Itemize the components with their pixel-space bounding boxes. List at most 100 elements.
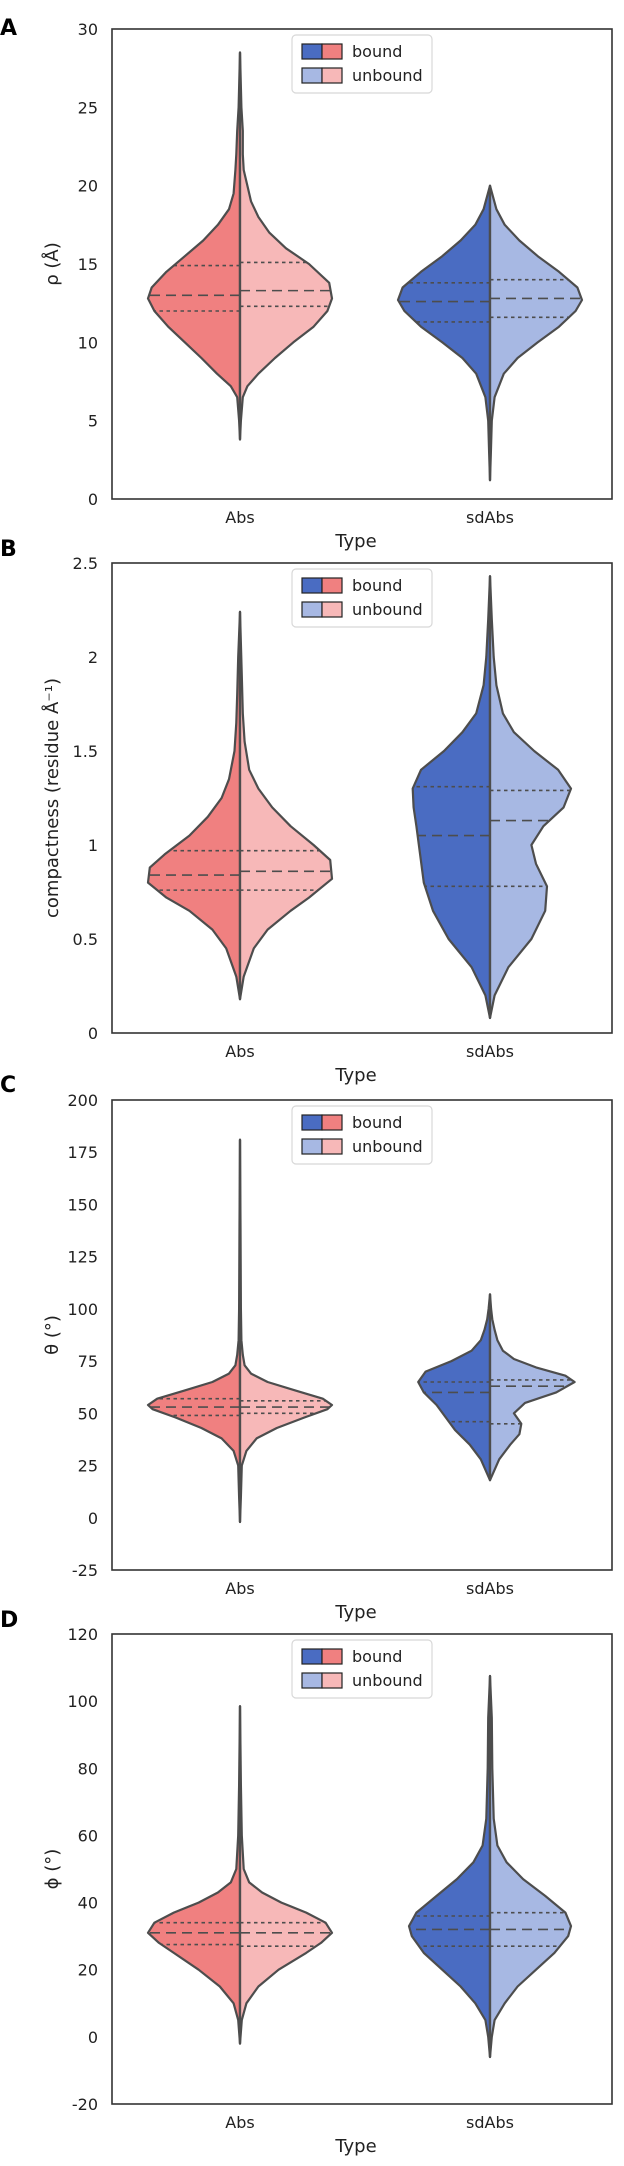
- legend-swatch-abs-unbound: [321, 1138, 343, 1155]
- violin-abs-unbound-half: [238, 610, 334, 1001]
- y-tick-label: 75: [78, 1352, 98, 1371]
- legend-label-bound: bound: [352, 42, 402, 61]
- y-tick-label: 1.5: [73, 742, 98, 761]
- panel-label: B: [0, 537, 17, 562]
- y-tick-label: 2: [88, 648, 98, 667]
- legend-label-bound: bound: [352, 1113, 402, 1132]
- violin-abs: [146, 51, 334, 441]
- violin-sdabs: [396, 184, 584, 482]
- legend-swatch-sdabs-bound: [301, 577, 323, 594]
- x-axis-label: Type: [334, 1065, 376, 1086]
- violin-abs-unbound-half: [238, 1705, 334, 2045]
- legend-swatch-abs-bound: [321, 43, 343, 60]
- legend-swatch-sdabs-unbound: [301, 1138, 323, 1155]
- y-tick-label: -25: [72, 1561, 98, 1580]
- legend-label-bound: bound: [352, 576, 402, 595]
- panel-b: B 0 0.5 1 1.5 2 2.5 Abs sdAbs Type compactness (re…: [0, 537, 613, 1086]
- y-tick-label: 0: [88, 1024, 98, 1043]
- legend-label-unbound: unbound: [352, 600, 423, 619]
- y-tick-label: 20: [78, 1961, 98, 1980]
- y-axis-label: θ (°): [42, 1315, 63, 1355]
- x-tick-label-sdabs: sdAbs: [466, 2113, 514, 2132]
- violin-sdabs-unbound-half: [488, 1293, 576, 1482]
- violin-sdabs-bound-half: [396, 184, 492, 482]
- y-tick-label: -20: [72, 2095, 98, 2114]
- y-tick-label: 2.5: [73, 554, 98, 573]
- violin-sdabs-unbound-half: [488, 1674, 573, 2059]
- violin-abs: [146, 610, 334, 1001]
- x-axis-label: Type: [334, 1602, 376, 1623]
- y-tick-label: 100: [67, 1692, 98, 1711]
- y-axis-label: ρ (Å): [41, 242, 63, 286]
- x-tick-label-abs: Abs: [225, 1042, 254, 1061]
- legend-swatch-abs-unbound: [321, 67, 343, 84]
- y-tick-label: 20: [78, 177, 98, 196]
- violin-sdabs-unbound-half: [488, 184, 584, 482]
- x-tick-label-abs: Abs: [225, 2113, 254, 2132]
- violin-sdabs-bound-half: [407, 1674, 492, 2059]
- legend-swatch-sdabs-bound: [301, 1114, 323, 1131]
- y-tick-label: 80: [78, 1759, 98, 1778]
- y-tick-label: 15: [78, 255, 98, 274]
- x-tick-label-abs: Abs: [225, 508, 254, 527]
- violin-abs-unbound-half: [238, 1138, 334, 1524]
- y-tick-label: 25: [78, 1457, 98, 1476]
- plot-frame: [111, 1099, 613, 1571]
- y-tick-label: 50: [78, 1404, 98, 1423]
- plot-frame: [111, 1633, 613, 2105]
- x-axis-label: Type: [334, 531, 376, 552]
- panel-a: A 0 5 10 15 20 25 30 Abs sdAbs Type ρ (Å) bound unbou…: [0, 16, 613, 552]
- x-tick-label-sdabs: sdAbs: [466, 508, 514, 527]
- legend-swatch-abs-unbound: [321, 601, 343, 618]
- legend: bound unbound: [291, 1639, 433, 1699]
- x-tick-label-sdabs: sdAbs: [466, 1579, 514, 1598]
- x-axis-label: Type: [334, 2136, 376, 2157]
- plot-frame: [111, 28, 613, 500]
- y-tick-label: 5: [88, 412, 98, 431]
- y-tick-label: 10: [78, 333, 98, 352]
- violin-sdabs: [417, 1293, 576, 1482]
- violin-abs-bound-half: [146, 610, 242, 1001]
- legend-swatch-sdabs-unbound: [301, 601, 323, 618]
- legend-swatch-sdabs-unbound: [301, 67, 323, 84]
- y-tick-label: 175: [67, 1143, 98, 1162]
- y-tick-label: 0: [88, 490, 98, 509]
- panel-d: D -20 0 20 40 60 80 100 120 Abs sdAbs Type ϕ (°) boun…: [0, 1608, 613, 2157]
- violin-sdabs-bound-half: [411, 575, 492, 1020]
- y-tick-label: 1: [88, 836, 98, 855]
- violin-abs-unbound-half: [238, 51, 334, 441]
- violin-abs: [146, 1138, 334, 1524]
- violin-sdabs-bound-half: [417, 1293, 492, 1482]
- violin-sdabs-unbound-half: [488, 575, 573, 1020]
- legend-swatch-abs-unbound: [321, 1672, 343, 1689]
- panel-label: A: [0, 16, 17, 41]
- y-tick-label: 200: [67, 1091, 98, 1110]
- y-tick-label: 100: [67, 1300, 98, 1319]
- y-tick-label: 40: [78, 1894, 98, 1913]
- y-tick-label: 0: [88, 2028, 98, 2047]
- legend-swatch-sdabs-unbound: [301, 1672, 323, 1689]
- y-tick-label: 0: [88, 1509, 98, 1528]
- legend: bound unbound: [291, 1105, 433, 1165]
- y-tick-label: 120: [67, 1625, 98, 1644]
- violin-abs: [146, 1705, 334, 2045]
- y-tick-label: 150: [67, 1195, 98, 1214]
- panel-c: C -25 0 25 50 75 100 125 150 175 200 Abs sdAbs Type θ …: [0, 1073, 613, 1623]
- violin-abs-bound-half: [146, 51, 242, 441]
- legend-swatch-abs-bound: [321, 577, 343, 594]
- legend-label-unbound: unbound: [352, 66, 423, 85]
- panel-label: C: [0, 1073, 16, 1098]
- legend-label-unbound: unbound: [352, 1137, 423, 1156]
- violin-sdabs: [407, 1674, 573, 2059]
- x-tick-label-abs: Abs: [225, 1579, 254, 1598]
- y-tick-label: 125: [67, 1248, 98, 1267]
- y-tick-label: 0.5: [73, 930, 98, 949]
- y-tick-label: 60: [78, 1826, 98, 1845]
- legend: bound unbound: [291, 568, 433, 628]
- legend-swatch-sdabs-bound: [301, 1648, 323, 1665]
- panel-label: D: [0, 1608, 18, 1633]
- legend-label-unbound: unbound: [352, 1671, 423, 1690]
- legend: bound unbound: [291, 34, 433, 94]
- violin-sdabs: [411, 575, 573, 1020]
